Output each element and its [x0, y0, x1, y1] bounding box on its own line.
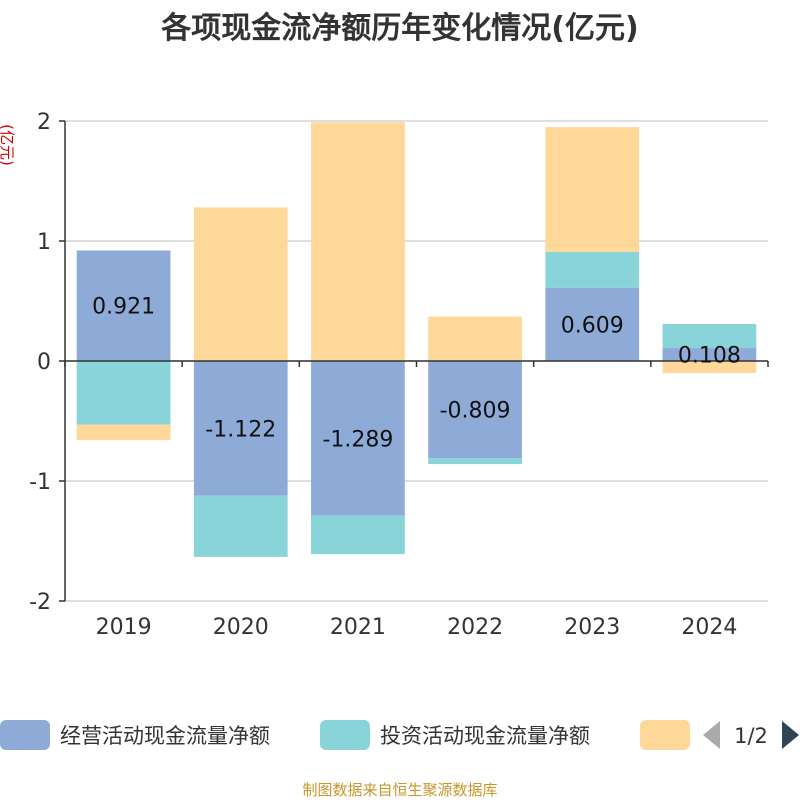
source-note: 制图数据来自恒生聚源数据库 — [302, 781, 497, 799]
legend-swatch-0[interactable] — [0, 720, 50, 750]
chart-title: 各项现金流净额历年变化情况(亿元) — [160, 11, 638, 46]
data-label-2022: -0.809 — [440, 399, 511, 424]
legend: 经营活动现金流量净额 投资活动现金流量净额 1/2 — [0, 720, 799, 750]
bar-series-2-2019 — [76, 424, 171, 441]
bar-series-2-2022 — [428, 316, 522, 361]
bar-series-2-2020 — [193, 207, 288, 361]
bar-series-0-2023 — [545, 287, 640, 361]
data-label-2021: -1.289 — [322, 427, 393, 452]
data-labels: 0.921 -1.122 -1.289 -0.809 0.609 0.108 — [92, 295, 741, 453]
data-label-2020: -1.122 — [205, 417, 276, 442]
x-tick-label-2020: 2020 — [213, 615, 269, 640]
x-tick-label-2022: 2022 — [447, 615, 503, 640]
legend-page-indicator: 1/2 — [734, 724, 768, 748]
bar-series-1-2023 — [545, 251, 640, 288]
bar-series-1-2021 — [311, 515, 405, 555]
legend-swatch-2[interactable] — [640, 720, 690, 750]
y-tick-label: 1 — [37, 230, 51, 255]
y-tick-label: 0 — [37, 350, 51, 375]
legend-swatch-1[interactable] — [320, 720, 370, 750]
bar-series-1-2020 — [193, 495, 288, 557]
legend-next-arrow-icon[interactable] — [782, 721, 799, 749]
y-tick-label: 2 — [37, 110, 51, 135]
bar-series-0-2024 — [662, 348, 757, 361]
data-label-2024: 0.108 — [678, 344, 741, 369]
y-axis-label: (亿元) — [0, 124, 16, 166]
bar-series-2-2021 — [311, 122, 405, 361]
x-tick-label-2021: 2021 — [330, 615, 386, 640]
y-tick-label: -1 — [29, 470, 51, 495]
bar-series-0-2019 — [76, 250, 171, 361]
bar-series-0-2020 — [193, 361, 288, 496]
data-label-2019: 0.921 — [92, 295, 155, 320]
data-label-2023: 0.609 — [561, 313, 624, 338]
bar-series-1-2024 — [662, 324, 757, 349]
bar-series-1-2022 — [428, 458, 522, 465]
legend-label-1[interactable]: 投资活动现金流量净额 — [380, 724, 590, 748]
x-tick-label-2023: 2023 — [564, 615, 620, 640]
y-tick-label: -2 — [29, 590, 51, 615]
x-tick-label-2019: 2019 — [96, 615, 152, 640]
bars — [76, 122, 757, 557]
legend-label-0[interactable]: 经营活动现金流量净额 — [60, 724, 270, 748]
bar-series-1-2019 — [76, 361, 171, 425]
bar-series-2-2024 — [662, 361, 757, 373]
bar-series-0-2021 — [311, 361, 405, 516]
legend-prev-arrow-icon[interactable] — [703, 721, 720, 749]
x-tick-label-2024: 2024 — [681, 615, 737, 640]
bar-series-2-2023 — [545, 127, 640, 252]
axes: 2 1 0 -1 -2 2019 2020 2021 2022 2023 2024 — [29, 110, 769, 640]
bar-series-0-2022 — [428, 361, 522, 459]
